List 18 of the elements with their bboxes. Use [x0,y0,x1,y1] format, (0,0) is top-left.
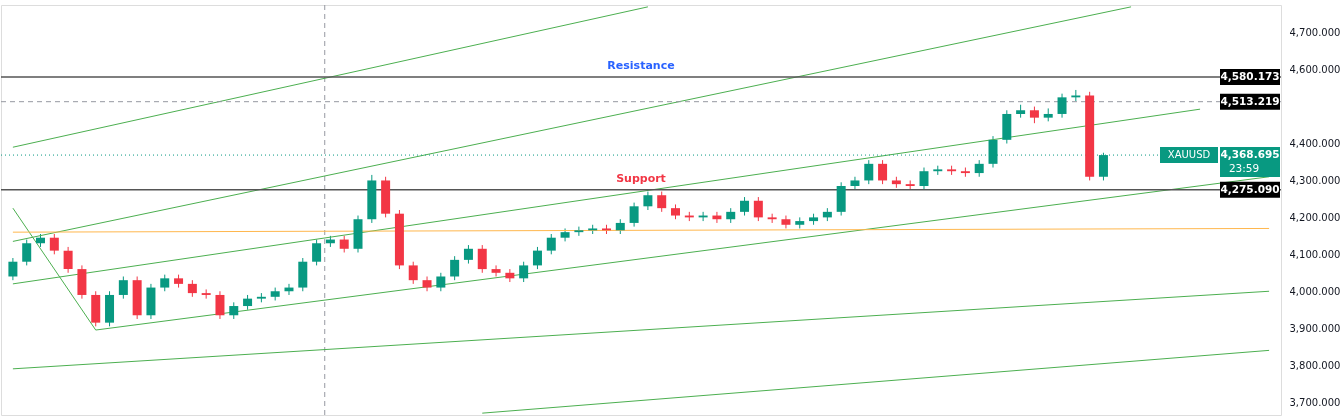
y-tick-label: 3,700.000 [1289,396,1341,408]
y-tick-label: 3,900.000 [1289,322,1341,334]
ref-line-label: Support [616,171,666,185]
annotation: 4,580.173 [1220,69,1280,82]
annotation: 23:59 [1228,162,1260,175]
y-tick-label: 4,100.000 [1289,248,1341,260]
y-tick-label: 4,600.000 [1289,64,1341,76]
y-tick-label: 4,300.000 [1289,174,1341,186]
annotation: 4,275.090 [1220,182,1280,195]
y-tick-label: 4,200.000 [1289,211,1341,223]
y-tick-label: 4,000.000 [1289,285,1341,297]
ref-line-label: Resistance [607,58,675,72]
y-tick-label: 4,400.000 [1289,138,1341,150]
annotation: 4,368.695 [1220,148,1280,161]
y-tick-label: 3,800.000 [1289,359,1341,371]
annotation: XAUUSD [1167,149,1211,161]
y-tick-label: 4,700.000 [1289,27,1341,39]
annotation: 4,513.219 [1220,94,1280,107]
